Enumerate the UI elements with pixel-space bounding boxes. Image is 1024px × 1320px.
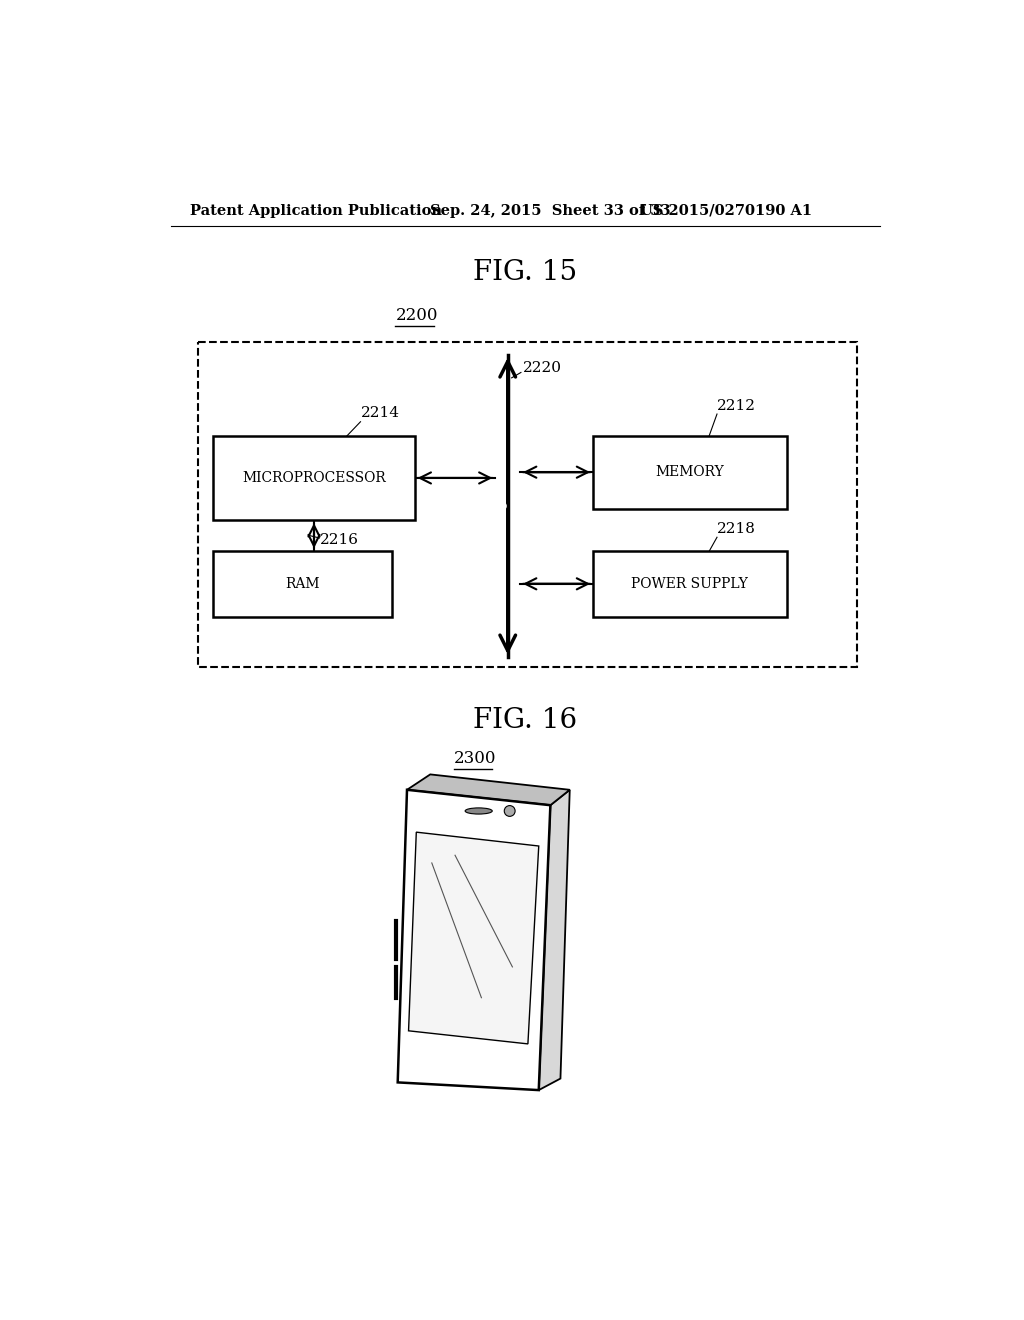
Text: Sep. 24, 2015  Sheet 33 of 33: Sep. 24, 2015 Sheet 33 of 33 [430,203,671,218]
Text: Patent Application Publication: Patent Application Publication [190,203,442,218]
Text: FIG. 16: FIG. 16 [473,708,577,734]
Bar [593,552,786,616]
Text: MEMORY: MEMORY [655,465,724,479]
Circle shape [504,805,515,816]
Polygon shape [539,789,569,1090]
Text: 2220: 2220 [523,360,562,375]
Text: 2218: 2218 [717,521,756,536]
Text: 2200: 2200 [395,308,438,323]
Bar [213,436,415,520]
Text: RAM: RAM [285,577,319,591]
Ellipse shape [465,808,493,814]
Polygon shape [397,789,550,1090]
Bar [213,552,391,616]
Bar [593,436,786,508]
Text: 2216: 2216 [321,532,359,546]
Polygon shape [409,832,539,1044]
Text: 2214: 2214 [360,407,399,420]
Text: MICROPROCESSOR: MICROPROCESSOR [242,471,386,484]
Polygon shape [407,775,569,805]
Text: US 2015/0270190 A1: US 2015/0270190 A1 [640,203,812,218]
Text: 2212: 2212 [717,399,756,412]
Text: 2300: 2300 [454,750,496,767]
Text: FIG. 15: FIG. 15 [473,259,577,286]
Bar [198,342,856,667]
Text: POWER SUPPLY: POWER SUPPLY [632,577,749,591]
